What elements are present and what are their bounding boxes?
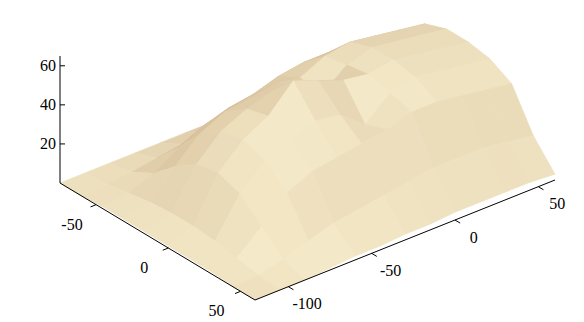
svg-text:0: 0 bbox=[470, 229, 478, 246]
svg-text:50: 50 bbox=[549, 195, 565, 212]
svg-text:-50: -50 bbox=[61, 216, 82, 233]
svg-text:0: 0 bbox=[140, 259, 148, 276]
svg-text:20: 20 bbox=[40, 135, 56, 152]
svg-text:50: 50 bbox=[208, 302, 224, 319]
svg-text:60: 60 bbox=[40, 57, 56, 74]
svg-text:-50: -50 bbox=[380, 262, 401, 279]
svg-text:40: 40 bbox=[40, 96, 56, 113]
svg-text:-100: -100 bbox=[293, 295, 322, 312]
